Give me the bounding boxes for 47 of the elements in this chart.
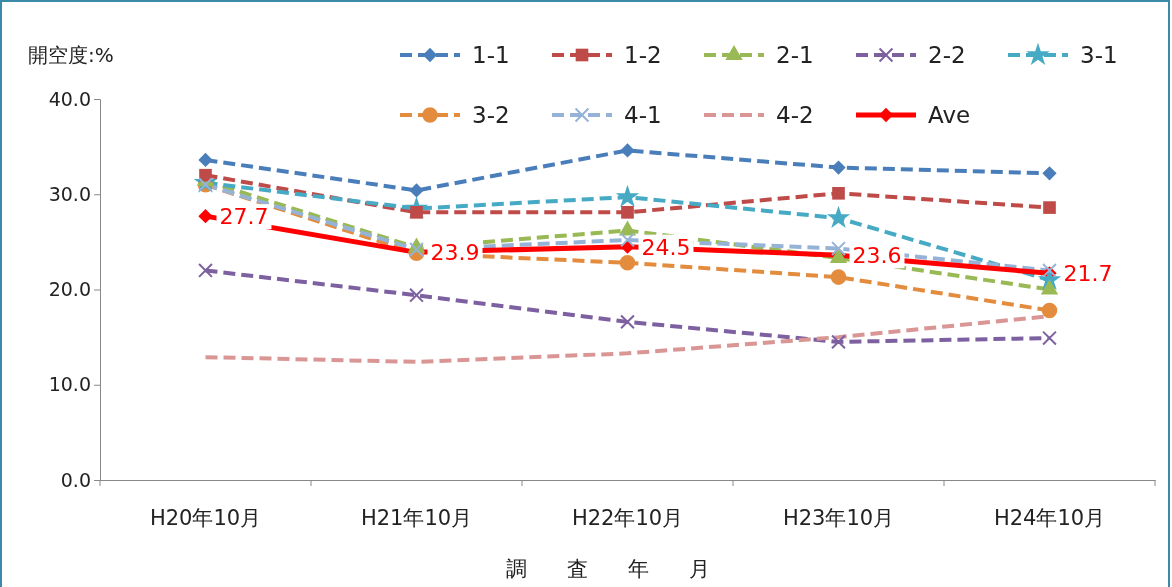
- data-label: 23.9: [430, 240, 480, 266]
- point: [832, 186, 845, 200]
- x-tick-label: H20年10月: [149, 505, 262, 530]
- legend-label: Ave: [928, 102, 971, 128]
- point: [831, 160, 846, 175]
- point: [409, 287, 424, 303]
- point: [831, 241, 846, 256]
- y-tick-label: 40.0: [48, 87, 91, 110]
- legend-label: 3-1: [1080, 42, 1118, 68]
- legend-label: 1-1: [472, 42, 510, 68]
- y-tick-label: 10.0: [48, 373, 91, 396]
- x-axis-title: 調査年月: [505, 557, 750, 581]
- point: [620, 314, 635, 330]
- point: [1043, 201, 1056, 214]
- point: [1042, 330, 1057, 346]
- point: [409, 183, 424, 198]
- y-axis-title: 開空度:%: [28, 43, 114, 67]
- legend-label: 4-2: [776, 102, 814, 128]
- x-tick-label: H22年10月: [571, 505, 684, 530]
- point: [198, 152, 213, 168]
- legend-label: 2-2: [928, 42, 966, 68]
- point: [620, 143, 635, 158]
- point: [620, 232, 635, 248]
- point: [621, 206, 634, 219]
- y-tick-label: 30.0: [48, 182, 91, 205]
- x-tick-label: H24年10月: [993, 505, 1106, 530]
- data-label: 27.7: [219, 204, 269, 230]
- point: [198, 263, 213, 278]
- data-label: 23.6: [852, 243, 902, 269]
- data-label: 21.7: [1063, 261, 1113, 287]
- x-tick-label: H21年10月: [360, 505, 473, 530]
- legend-label: 4-1: [624, 102, 662, 128]
- point: [615, 184, 640, 208]
- legend-label: 2-1: [776, 42, 814, 68]
- point: [1042, 166, 1057, 181]
- legend-label: 3-2: [472, 102, 510, 128]
- x-tick-label: H23年10月: [782, 505, 895, 530]
- y-tick-label: 20.0: [48, 278, 91, 301]
- point: [831, 334, 846, 350]
- point: [198, 209, 213, 224]
- point: [1041, 302, 1058, 319]
- point: [826, 205, 851, 229]
- data-label: 24.5: [641, 234, 691, 260]
- y-tick-label: 0.0: [60, 468, 91, 491]
- point: [830, 269, 847, 285]
- legend-label: 1-2: [624, 42, 662, 68]
- point: [619, 255, 636, 271]
